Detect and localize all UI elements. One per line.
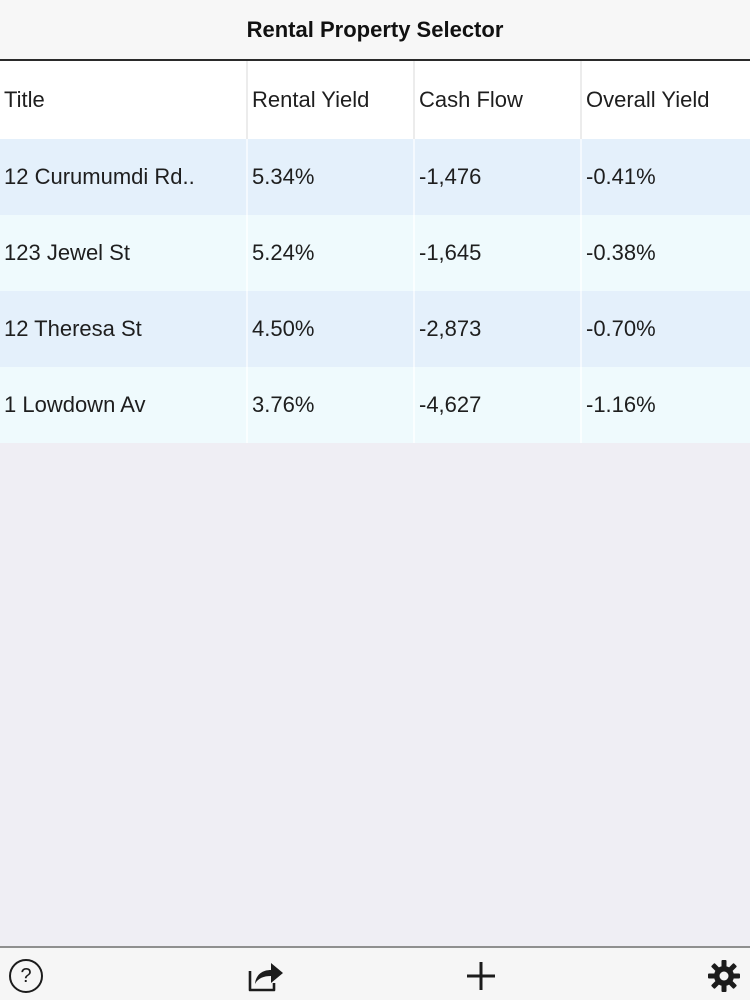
cash-flow-value: -1,476 — [415, 139, 582, 215]
gear-icon — [708, 960, 740, 992]
rental-yield-value: 5.24% — [248, 215, 415, 291]
rental-yield-value: 3.76% — [248, 367, 415, 443]
column-header-rental-yield[interactable]: Rental Yield — [248, 61, 415, 139]
page-title: Rental Property Selector — [246, 16, 504, 42]
column-header-cash-flow[interactable]: Cash Flow — [415, 61, 582, 139]
table-row[interactable]: 12 Theresa St 4.50% -2,873 -0.70% — [0, 291, 750, 367]
property-table: Title Rental Yield Cash Flow Overall Yie… — [0, 61, 750, 443]
rental-yield-value: 5.34% — [248, 139, 415, 215]
overall-yield-value: -0.70% — [586, 316, 656, 341]
table-header: Title Rental Yield Cash Flow Overall Yie… — [0, 61, 750, 139]
property-title: 12 Theresa St — [0, 291, 248, 367]
overall-yield-value: -0.41% — [586, 164, 656, 189]
cash-flow-value: -2,873 — [415, 291, 582, 367]
help-icon: ? — [9, 959, 43, 993]
cash-flow-value: -1,645 — [415, 215, 582, 291]
column-header-overall-yield[interactable]: Overall Yield — [582, 61, 750, 139]
settings-button[interactable] — [704, 956, 744, 996]
help-button[interactable]: ? — [6, 956, 46, 996]
table-row[interactable]: 123 Jewel St 5.24% -1,645 -0.38% — [0, 215, 750, 291]
overall-yield-value: -1.16% — [586, 392, 656, 417]
overall-yield-value: -0.38% — [586, 240, 656, 265]
add-icon — [467, 962, 495, 990]
property-title: 1 Lowdown Av — [0, 367, 248, 443]
share-icon — [248, 963, 283, 992]
table-row[interactable]: 12 Curumumdi Rd.. 5.34% -1,476 -0.41% — [0, 139, 750, 215]
property-title: 123 Jewel St — [0, 215, 248, 291]
column-header-title[interactable]: Title — [0, 61, 248, 139]
share-button[interactable] — [246, 956, 286, 996]
table-row[interactable]: 1 Lowdown Av 3.76% -4,627 -1.16% — [0, 367, 750, 443]
navigation-bar: Rental Property Selector — [0, 0, 750, 61]
property-title: 12 Curumumdi Rd.. — [0, 139, 248, 215]
cash-flow-value: -4,627 — [415, 367, 582, 443]
bottom-toolbar: ? — [0, 946, 750, 1000]
add-button[interactable] — [461, 956, 501, 996]
rental-yield-value: 4.50% — [248, 291, 415, 367]
